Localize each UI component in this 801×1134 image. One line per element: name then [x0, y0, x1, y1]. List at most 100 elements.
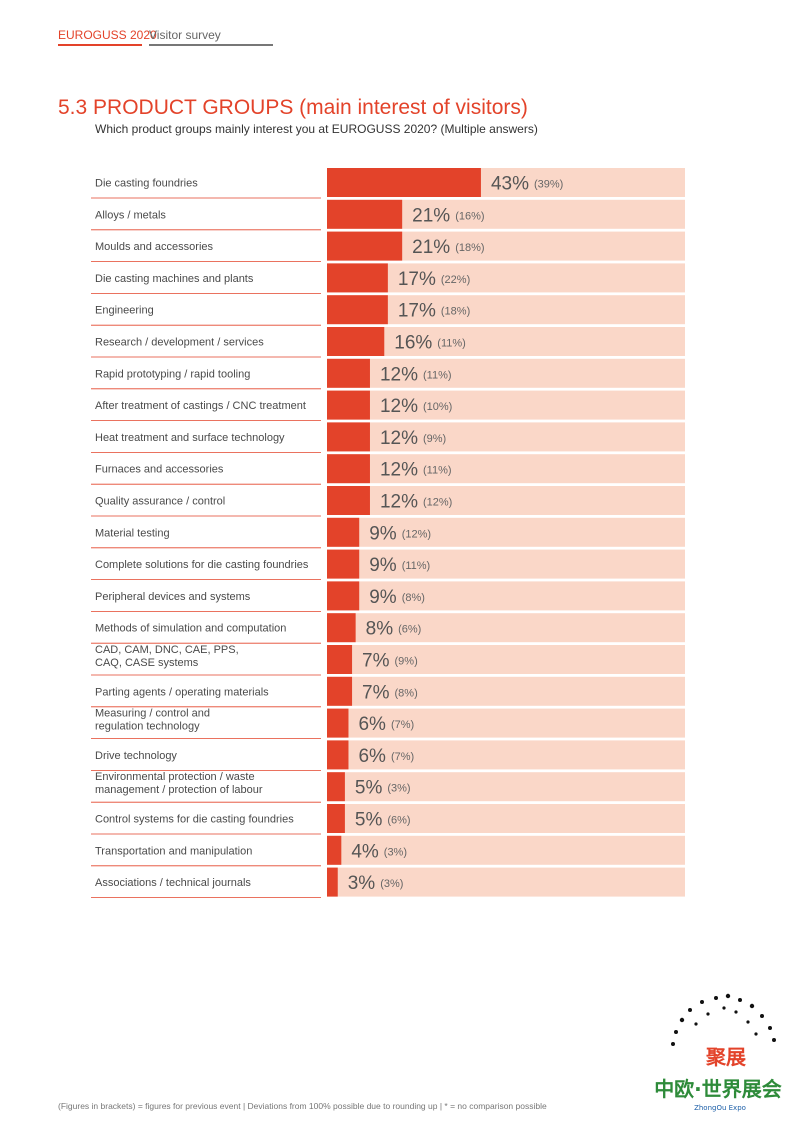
category-label: Methods of simulation and computation: [95, 623, 286, 635]
bar: [327, 231, 403, 261]
previous-value-label: (11%): [402, 560, 431, 572]
value-label: 5%: [355, 810, 383, 831]
value-label: 6%: [358, 714, 386, 735]
bar: [327, 517, 360, 547]
previous-value-label: (6%): [387, 815, 410, 827]
value-label: 12%: [380, 460, 418, 481]
category-label: Moulds and accessories: [95, 241, 214, 253]
logo-text-main: 中欧·世界展会: [654, 1077, 782, 1101]
bar-background: [327, 486, 685, 515]
category-label: Furnaces and accessories: [95, 464, 224, 476]
bar: [327, 772, 345, 802]
value-label: 3%: [348, 873, 376, 894]
previous-value-label: (18%): [455, 242, 484, 254]
value-label: 17%: [398, 269, 436, 290]
previous-value-label: (16%): [455, 210, 484, 222]
value-label: 4%: [351, 841, 379, 862]
bar-background: [327, 613, 685, 643]
bar-background: [327, 835, 685, 865]
category-label: Peripheral devices and systems: [95, 591, 251, 603]
bar-background: [327, 645, 685, 674]
bar-background: [327, 327, 685, 356]
value-label: 9%: [369, 555, 397, 576]
previous-value-label: (22%): [441, 274, 470, 286]
bar-background: [327, 358, 685, 388]
category-label: Drive technology: [95, 750, 177, 762]
value-label: 8%: [366, 619, 394, 640]
value-label: 6%: [358, 746, 386, 767]
category-label: Material testing: [95, 527, 170, 539]
previous-value-label: (11%): [423, 369, 452, 381]
bar: [327, 199, 403, 229]
bar-chart: Die casting foundries 43% (39%) Alloys / me…: [91, 168, 685, 898]
previous-value-label: (7%): [391, 719, 414, 731]
bar: [327, 835, 342, 865]
previous-value-label: (10%): [423, 401, 452, 413]
previous-value-label: (9%): [423, 433, 446, 445]
value-label: 9%: [369, 523, 397, 544]
previous-value-label: (6%): [398, 624, 421, 636]
bar-background: [327, 422, 685, 452]
category-label: Environmental protection / waste manageme…: [95, 771, 263, 796]
category-label: Parting agents / operating materials: [95, 686, 269, 698]
value-label: 7%: [362, 651, 390, 672]
bar: [327, 358, 370, 388]
bar: [327, 645, 353, 674]
category-label: Control systems for die casting foundrie…: [95, 814, 294, 826]
bar-background: [327, 676, 685, 706]
bar: [327, 327, 385, 356]
bar: [327, 168, 481, 197]
value-label: 21%: [412, 237, 450, 258]
category-label: Engineering: [95, 305, 154, 317]
category-label: Die casting foundries: [95, 178, 198, 190]
bar: [327, 422, 370, 452]
previous-value-label: (9%): [395, 656, 418, 668]
bar: [327, 867, 338, 897]
bar: [327, 549, 360, 579]
bar: [327, 390, 370, 420]
category-label: Quality assurance / control: [95, 496, 225, 508]
value-label: 9%: [369, 587, 397, 608]
previous-value-label: (39%): [534, 179, 563, 191]
category-label: Measuring / control and regulation techno…: [95, 708, 210, 733]
category-label: Associations / technical journals: [95, 877, 251, 889]
previous-value-label: (12%): [402, 528, 431, 540]
value-label: 12%: [380, 364, 418, 385]
bar-background: [327, 867, 685, 897]
bar-background: [327, 772, 685, 802]
value-label: 17%: [398, 301, 436, 322]
section-title: 5.3 PRODUCT GROUPS (main interest of vis…: [58, 96, 528, 119]
value-label: 43%: [491, 174, 529, 195]
bar: [327, 676, 353, 706]
previous-value-label: (3%): [380, 878, 403, 890]
value-label: 7%: [362, 682, 390, 703]
bar-background: [327, 517, 685, 547]
bar-background: [327, 740, 685, 770]
category-label: CAD, CAM, DNC, CAE, PPS, CAQ, CASE system…: [95, 644, 239, 669]
category-label: Heat treatment and surface technology: [95, 432, 285, 444]
bar: [327, 804, 345, 833]
bar-background: [327, 549, 685, 579]
previous-value-label: (3%): [387, 783, 410, 795]
value-label: 12%: [380, 396, 418, 417]
category-label: Die casting machines and plants: [95, 273, 254, 285]
value-label: 5%: [355, 778, 383, 799]
bar-background: [327, 454, 685, 484]
value-label: 12%: [380, 428, 418, 449]
bar: [327, 708, 349, 738]
header-brand-underline: [58, 44, 142, 46]
category-label: Transportation and manipulation: [95, 845, 252, 857]
bar-background: [327, 804, 685, 833]
bar: [327, 613, 356, 643]
category-label: Research / development / services: [95, 337, 264, 349]
header-section: Visitor survey: [149, 28, 221, 42]
logo-text-top: 聚展: [705, 1045, 746, 1069]
previous-value-label: (18%): [441, 306, 470, 318]
category-label: Complete solutions for die casting found…: [95, 559, 309, 571]
header-brand: EUROGUSS 2020: [58, 28, 157, 42]
previous-value-label: (3%): [384, 846, 407, 858]
previous-value-label: (8%): [402, 592, 425, 604]
category-label: Rapid prototyping / rapid tooling: [95, 368, 250, 380]
previous-value-label: (7%): [391, 751, 414, 763]
logo-text-small: ZhongOu Expo: [694, 1104, 746, 1112]
